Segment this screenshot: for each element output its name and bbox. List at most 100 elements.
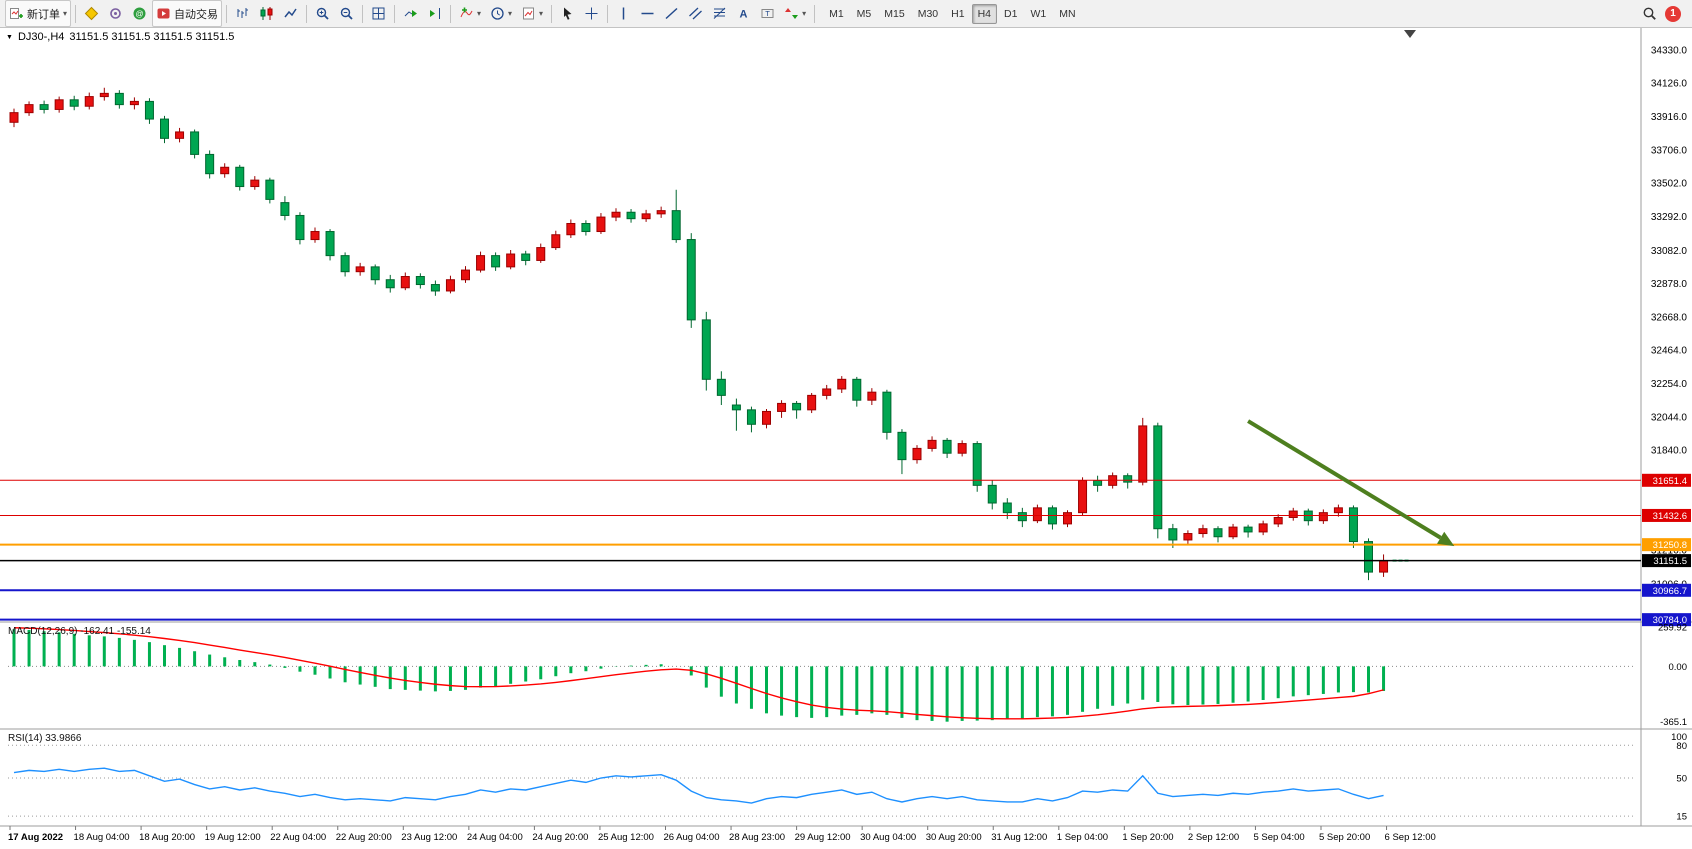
bar-chart-button[interactable] bbox=[231, 0, 254, 27]
notification-badge[interactable]: 1 bbox=[1665, 5, 1681, 22]
candle-up bbox=[551, 234, 561, 249]
templates-button[interactable]: ▾ bbox=[517, 0, 547, 27]
candle-up bbox=[1273, 516, 1283, 525]
candle-down bbox=[626, 211, 636, 220]
toolbar-separator bbox=[607, 4, 609, 23]
candle-up bbox=[1198, 528, 1208, 535]
candle-up bbox=[1258, 523, 1268, 533]
candle-up bbox=[24, 104, 34, 114]
candle-down bbox=[972, 443, 982, 486]
candle-down bbox=[852, 378, 862, 401]
text-icon: A bbox=[740, 9, 748, 21]
macd-indicator-label: MACD(12,26,9) -162.41 -155.14 bbox=[8, 626, 151, 637]
timeframe-button-mn[interactable]: MN bbox=[1059, 7, 1076, 20]
new-order-button[interactable]: 新订单 ▾ bbox=[5, 0, 72, 27]
arrows-button[interactable]: ▾ bbox=[780, 0, 810, 27]
time-axis-label: 24 Aug 04:00 bbox=[467, 832, 523, 843]
timeframe-button-m15[interactable]: M15 bbox=[884, 7, 905, 20]
text-button[interactable]: A bbox=[732, 0, 755, 27]
chart-shift-marker[interactable] bbox=[1404, 30, 1416, 38]
time-axis-label: 22 Aug 04:00 bbox=[270, 832, 326, 843]
macd-axis-label: -365.1 bbox=[1660, 717, 1687, 728]
timeframe-button-m30[interactable]: M30 bbox=[917, 7, 939, 20]
timeframe-button-m1[interactable]: M1 bbox=[829, 7, 844, 20]
autotrading-button[interactable]: 自动交易 bbox=[152, 0, 223, 27]
candle-up bbox=[400, 276, 410, 289]
candlestick-chart-button[interactable] bbox=[255, 0, 278, 27]
timeframe-button-h4[interactable]: H4 bbox=[971, 3, 998, 24]
toolbar-separator bbox=[814, 4, 816, 23]
equidistant-channel-button[interactable] bbox=[684, 0, 707, 27]
caret-down-icon: ▾ bbox=[802, 8, 807, 18]
tile-windows-icon bbox=[372, 7, 385, 20]
cursor-button[interactable] bbox=[556, 0, 579, 27]
auto-scroll-button[interactable] bbox=[399, 0, 422, 27]
trendline-button[interactable] bbox=[660, 0, 683, 27]
ohlc-values: 31151.5 31151.5 31151.5 31151.5 bbox=[69, 31, 235, 43]
timeframe-button-m5[interactable]: M5 bbox=[856, 7, 872, 20]
candle-up bbox=[1379, 560, 1389, 573]
time-axis-label: 18 Aug 04:00 bbox=[74, 832, 130, 843]
price-tag-label: 31151.5 bbox=[1653, 556, 1687, 567]
fibonacci-button[interactable] bbox=[708, 0, 731, 27]
time-axis-label: 2 Sep 12:00 bbox=[1188, 832, 1239, 843]
timeframe-button-w1[interactable]: W1 bbox=[1030, 7, 1047, 20]
candle-up bbox=[250, 179, 260, 188]
options-button[interactable] bbox=[104, 0, 127, 27]
zoom-out-icon bbox=[340, 7, 353, 20]
candle-up bbox=[1318, 512, 1328, 522]
chart-shift-button[interactable] bbox=[423, 0, 446, 27]
candle-up bbox=[84, 96, 94, 107]
price-axis-label: 34330.0 bbox=[1651, 46, 1688, 57]
chart-window-title: ▼ DJ30-,H4 31151.5 31151.5 31151.5 31151… bbox=[6, 31, 234, 43]
line-chart-button[interactable] bbox=[279, 0, 302, 27]
tile-windows-button[interactable] bbox=[367, 0, 390, 27]
autotrading-label: 自动交易 bbox=[174, 8, 219, 21]
trend-arrow-head bbox=[1436, 531, 1455, 547]
crosshair-icon bbox=[585, 7, 598, 20]
toolbar-right: 1 bbox=[1642, 5, 1687, 22]
search-icon[interactable] bbox=[1642, 6, 1657, 21]
zoom-out-button[interactable] bbox=[335, 0, 358, 27]
vertical-line-button[interactable] bbox=[612, 0, 635, 27]
rsi-axis-label: 50 bbox=[1676, 774, 1687, 785]
timeframe-button-h1[interactable]: H1 bbox=[951, 7, 965, 20]
horizontal-line-button[interactable] bbox=[636, 0, 659, 27]
candle-down bbox=[1243, 526, 1253, 533]
candle-up bbox=[1288, 510, 1298, 518]
mql5-community-button[interactable]: @ bbox=[128, 0, 151, 27]
metaeditor-button[interactable] bbox=[80, 0, 103, 27]
candle-down bbox=[430, 284, 440, 292]
candle-up bbox=[1183, 533, 1193, 541]
trend-arrow-line[interactable] bbox=[1247, 419, 1442, 540]
price-axis-label: 32254.0 bbox=[1651, 379, 1688, 390]
price-axis-label: 32044.0 bbox=[1651, 413, 1688, 424]
time-axis-label: 29 Aug 12:00 bbox=[795, 832, 851, 843]
time-axis-label: 30 Aug 20:00 bbox=[926, 832, 982, 843]
price-axis-label: 33916.0 bbox=[1651, 112, 1688, 123]
candle-up bbox=[175, 131, 185, 139]
new-order-label: 新订单 bbox=[27, 8, 60, 21]
rsi-axis-label: 100 bbox=[1671, 732, 1687, 743]
equidistant-channel-icon bbox=[689, 7, 703, 20]
candle-up bbox=[596, 216, 606, 233]
candle-down bbox=[716, 378, 726, 396]
text-label-button[interactable]: T bbox=[756, 0, 779, 27]
candle-up bbox=[9, 112, 19, 123]
candle-down bbox=[114, 92, 124, 106]
candle-up bbox=[837, 378, 847, 390]
indicators-button[interactable]: ▾ bbox=[455, 0, 485, 27]
crosshair-button[interactable] bbox=[580, 0, 603, 27]
time-axis-label: 26 Aug 04:00 bbox=[664, 832, 720, 843]
zoom-in-button[interactable] bbox=[311, 0, 334, 27]
timeframe-button-d1[interactable]: D1 bbox=[1004, 7, 1018, 20]
time-axis-label: 1 Sep 04:00 bbox=[1057, 832, 1108, 843]
candle-up bbox=[129, 100, 139, 106]
time-axis-label: 19 Aug 12:00 bbox=[205, 832, 261, 843]
price-axis-label: 33082.0 bbox=[1651, 246, 1688, 257]
periods-button[interactable]: ▾ bbox=[486, 0, 516, 27]
toolbar: 新订单 ▾ @ 自动交易 bbox=[0, 0, 1692, 28]
candle-down bbox=[746, 409, 756, 425]
price-tag-label: 30784.0 bbox=[1653, 615, 1687, 626]
